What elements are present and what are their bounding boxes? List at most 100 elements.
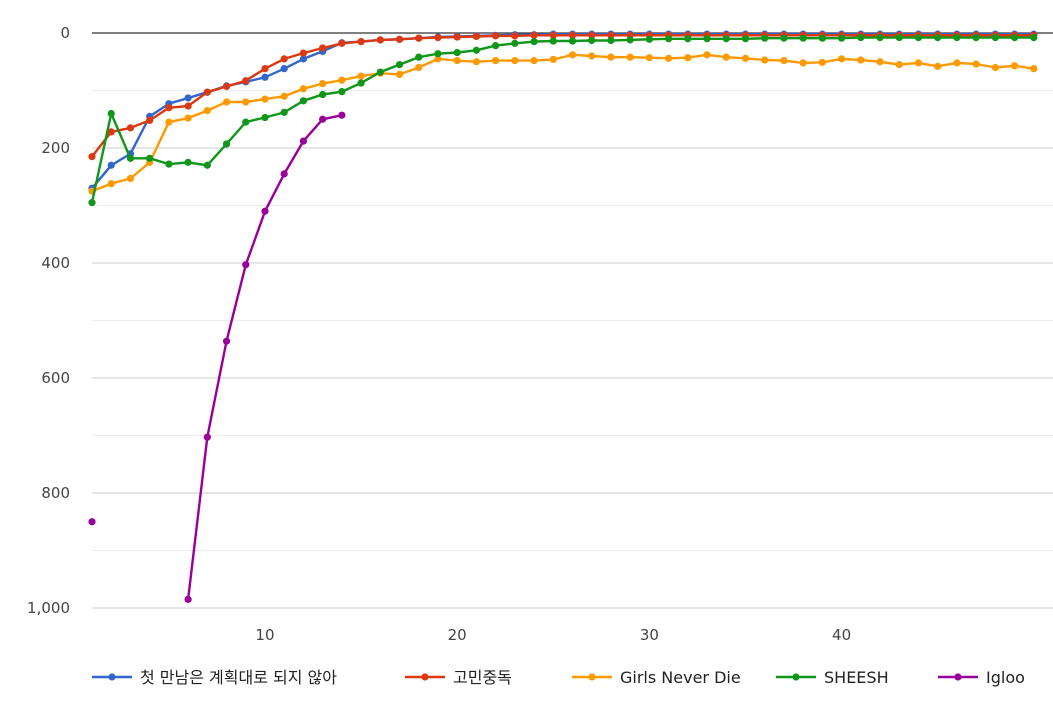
data-point <box>607 53 615 61</box>
series <box>88 30 1038 192</box>
legend-item[interactable]: Girls Never Die <box>572 668 741 687</box>
x-tick-label: 20 <box>448 626 467 644</box>
series-line <box>186 114 343 600</box>
data-point <box>453 33 461 41</box>
data-point <box>222 82 231 91</box>
data-point <box>280 55 288 63</box>
data-point <box>376 68 384 76</box>
series <box>88 111 346 603</box>
legend-item[interactable]: 첫 만남은 계획대로 되지 않아 <box>92 668 337 687</box>
data-point <box>165 118 173 126</box>
data-point <box>761 34 769 42</box>
data-point <box>645 35 653 43</box>
data-point <box>395 61 404 69</box>
x-tick-label: 10 <box>255 626 274 644</box>
data-point <box>434 55 442 63</box>
data-point <box>357 79 365 87</box>
data-point <box>165 104 173 112</box>
data-point <box>299 49 308 57</box>
series-group <box>88 30 1038 603</box>
data-point <box>415 63 423 72</box>
legend-swatch-marker <box>421 673 429 681</box>
data-point <box>242 77 250 85</box>
data-point <box>568 31 577 39</box>
data-point <box>895 34 903 42</box>
data-point <box>857 56 865 64</box>
data-point <box>319 115 327 123</box>
data-point <box>761 56 769 64</box>
data-point <box>299 97 308 105</box>
data-point <box>1010 34 1019 42</box>
data-point <box>914 59 923 67</box>
x-tick-label: 30 <box>640 626 659 644</box>
data-point <box>607 31 615 39</box>
data-point <box>837 55 846 63</box>
data-point <box>703 35 711 43</box>
data-point <box>261 113 269 122</box>
series-line <box>91 53 1034 193</box>
y-tick-label: 600 <box>41 369 70 387</box>
data-point <box>107 161 115 169</box>
data-point <box>280 170 288 178</box>
data-point <box>222 140 231 148</box>
y-tick-label: 1,000 <box>27 599 70 617</box>
data-point <box>530 57 538 65</box>
y-axis-tick-labels: 0 200 400 600 800 1,000 <box>27 24 70 617</box>
data-point <box>434 50 442 58</box>
data-point <box>107 180 115 188</box>
data-point <box>107 128 115 136</box>
data-point <box>588 31 596 39</box>
data-point <box>568 37 577 45</box>
data-point <box>741 54 750 62</box>
legend[interactable]: 첫 만남은 계획대로 되지 않아 고민중독 Girls Never Die SHEES… <box>92 668 1025 687</box>
data-point <box>261 65 269 73</box>
data-point <box>242 261 250 269</box>
legend-swatch-marker <box>108 673 116 681</box>
data-point <box>357 72 365 80</box>
y-tick-label: 400 <box>41 254 70 272</box>
series <box>88 51 1038 195</box>
data-point <box>242 98 250 106</box>
data-point <box>799 59 807 67</box>
data-point <box>1010 62 1019 70</box>
legend-label: SHEESH <box>824 668 889 687</box>
data-point <box>684 35 692 43</box>
data-point <box>280 108 288 116</box>
data-point <box>741 35 750 43</box>
legend-swatch-marker <box>588 673 596 681</box>
data-point <box>376 36 384 44</box>
data-point <box>126 154 135 162</box>
data-point <box>1030 34 1038 42</box>
data-point <box>338 76 346 84</box>
data-point <box>338 111 346 119</box>
data-point <box>568 51 577 59</box>
data-point <box>934 34 942 42</box>
data-point <box>626 36 634 44</box>
legend-item[interactable]: Igloo <box>938 668 1025 687</box>
data-point <box>492 57 500 65</box>
legend-item[interactable]: 고민중독 <box>405 668 512 687</box>
data-point <box>280 65 288 73</box>
legend-label: 고민중독 <box>453 668 512 687</box>
data-point <box>665 54 673 62</box>
data-point <box>953 59 961 67</box>
data-point <box>184 102 192 110</box>
data-point <box>607 36 615 45</box>
data-point <box>434 34 442 42</box>
data-point <box>395 70 404 78</box>
legend-item[interactable]: SHEESH <box>776 668 889 687</box>
data-point <box>203 433 211 441</box>
data-point <box>165 160 173 168</box>
data-point <box>88 199 96 207</box>
data-point <box>818 58 826 66</box>
data-point <box>203 161 211 169</box>
data-point <box>588 36 596 45</box>
data-point <box>722 35 730 43</box>
data-point <box>934 62 942 70</box>
data-point <box>549 31 557 39</box>
data-point <box>146 116 154 124</box>
data-point <box>549 55 557 64</box>
data-point <box>876 34 884 42</box>
data-point <box>972 60 980 68</box>
